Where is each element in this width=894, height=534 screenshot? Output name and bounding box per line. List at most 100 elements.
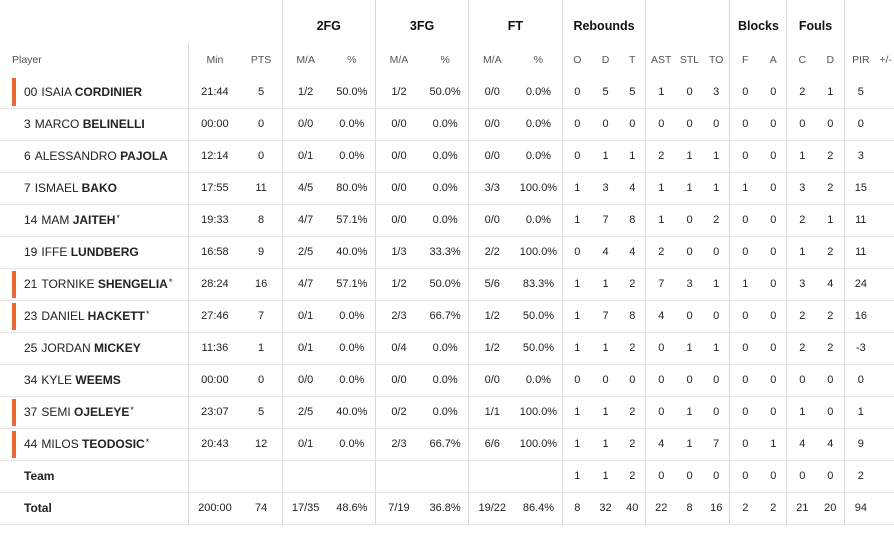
stat-steals: 1: [676, 396, 703, 429]
col-header-3fg-pct[interactable]: %: [440, 54, 450, 66]
stat-ft-pct: 0.0%: [515, 108, 563, 141]
col-header-2fg-ma[interactable]: M/A: [281, 44, 329, 76]
stat-blocks-against: 0: [760, 76, 787, 109]
stat-turnovers: 0: [703, 236, 730, 269]
player-row: 25 JORDAN MICKEY 11:36 1 0/1 0.0% 0/4 0.0% 1/2 50…: [0, 332, 894, 365]
col-header-blk-f[interactable]: F: [729, 44, 761, 76]
stat-2fg-pct: 0.0%: [328, 108, 376, 141]
stat-ft-pct: 0.0%: [515, 140, 563, 173]
col-header-foul-d[interactable]: D: [826, 54, 835, 66]
player-first-name: KYLE: [41, 373, 73, 387]
col-header-ft-ma[interactable]: M/A: [468, 44, 516, 76]
stat-2fg-pct: 80.0%: [328, 172, 376, 205]
col-header-plus-minus[interactable]: +/-: [879, 54, 892, 66]
player-first-name: MARCO: [34, 117, 80, 131]
player-cell[interactable]: 34 KYLE WEEMS: [0, 364, 189, 397]
stat-assists: 4: [645, 300, 677, 333]
stat-3fg-pct: 50.0%: [422, 268, 469, 301]
col-header-pir[interactable]: PIR: [843, 44, 878, 76]
stat-3fg-made-attempted: 2/3: [374, 300, 423, 333]
stat-points: 5: [240, 76, 283, 109]
stat-2fg-made-attempted: [281, 460, 329, 493]
col-header-stl[interactable]: STL: [679, 54, 700, 66]
stat-minutes: 17:55: [188, 172, 241, 205]
stat-fouls-drawn: 0: [817, 396, 844, 429]
col-header-player[interactable]: Player: [12, 54, 42, 66]
stat-reb-defensive: 1: [592, 428, 620, 461]
stat-3fg-made-attempted: 0/2: [374, 396, 423, 429]
player-row: 21 TORNIKE SHENGELIA* 28:24 16 4/7 57.1% 1/2 50…: [0, 268, 894, 301]
stat-2fg-made-attempted: 0/1: [281, 140, 329, 173]
col-header-reb-d[interactable]: D: [601, 54, 610, 66]
stat-reb-offensive: 1: [561, 300, 593, 333]
player-cell[interactable]: 3 MARCO BELINELLI: [0, 108, 189, 141]
player-cell[interactable]: 7 ISMAEL BAKO: [0, 172, 189, 205]
stat-plus-minus: [877, 332, 894, 365]
stat-minutes: 20:43: [188, 428, 241, 461]
col-header-reb-o[interactable]: O: [561, 44, 593, 76]
stat-steals: 0: [676, 204, 703, 237]
col-header-min[interactable]: Min: [188, 44, 241, 76]
stat-plus-minus: [877, 204, 894, 237]
stat-3fg-pct: 36.8%: [422, 492, 469, 525]
stat-fouls-drawn: 0: [817, 108, 844, 141]
col-header-pts[interactable]: PTS: [250, 54, 272, 66]
player-first-name: SEMI: [41, 405, 71, 419]
stat-reb-total: 8: [619, 300, 646, 333]
stat-3fg-made-attempted: 0/0: [374, 108, 423, 141]
stat-3fg-made-attempted: 0/0: [374, 364, 423, 397]
stat-3fg-pct: 0.0%: [422, 396, 469, 429]
stat-fouls-committed: 4: [786, 428, 818, 461]
stat-reb-offensive: 1: [561, 460, 593, 493]
player-last-name: HACKETT: [87, 309, 145, 323]
stat-minutes: 19:33: [188, 204, 241, 237]
col-header-ft-pct[interactable]: %: [533, 54, 544, 66]
stat-fouls-committed: 0: [786, 460, 818, 493]
player-last-name: JAITEH: [72, 213, 116, 227]
player-cell[interactable]: 21 TORNIKE SHENGELIA*: [0, 268, 189, 301]
player-cell[interactable]: 25 JORDAN MICKEY: [0, 332, 189, 365]
stat-2fg-made-attempted: 0/1: [281, 332, 329, 365]
player-cell[interactable]: 19 IFFE LUNDBERG: [0, 236, 189, 269]
stat-points: 5: [240, 396, 283, 429]
stat-blocks-favor: 0: [729, 108, 761, 141]
player-first-name: ISAIA: [41, 84, 72, 99]
player-row: 14 MAM JAITEH* 19:33 8 4/7 57.1% 0/0 0.0% 0/0 0.0…: [0, 204, 894, 237]
player-star-mark: *: [130, 405, 134, 415]
col-header-blk-a[interactable]: A: [769, 54, 777, 66]
stat-blocks-against: 0: [760, 108, 787, 141]
stat-blocks-favor: 0: [729, 236, 761, 269]
group-header-fouls: Fouls: [786, 0, 844, 44]
stat-steals: 1: [676, 428, 703, 461]
player-cell[interactable]: 44 MILOS TEODOSIC*: [0, 428, 189, 461]
stat-reb-offensive: 1: [561, 428, 593, 461]
col-header-3fg-ma[interactable]: M/A: [374, 44, 423, 76]
player-cell[interactable]: 23 DANIEL HACKETT*: [0, 300, 189, 333]
player-first-name: MAM: [41, 213, 70, 227]
stat-plus-minus: [877, 76, 894, 109]
stat-plus-minus: [877, 492, 894, 525]
stat-steals: 1: [676, 332, 703, 365]
stat-reb-offensive: 1: [561, 396, 593, 429]
stat-3fg-pct: 0.0%: [422, 364, 469, 397]
player-cell[interactable]: 37 SEMI OJELEYE*: [0, 396, 189, 429]
col-header-to[interactable]: TO: [709, 54, 724, 66]
stat-turnovers: 0: [703, 460, 730, 493]
col-header-reb-t[interactable]: T: [629, 54, 636, 66]
stat-ft-pct: [515, 460, 563, 493]
player-last-name: SHENGELIA: [97, 277, 168, 291]
stat-minutes: 23:07: [188, 396, 241, 429]
col-header-ast[interactable]: AST: [645, 44, 677, 76]
player-last-name: PAJOLA: [120, 149, 168, 163]
col-header-2fg-pct[interactable]: %: [347, 54, 357, 66]
col-header-foul-c[interactable]: C: [786, 44, 818, 76]
player-cell[interactable]: 00 ISAIA CORDINIER: [0, 76, 189, 109]
player-cell[interactable]: 14 MAM JAITEH*: [0, 204, 189, 237]
player-cell[interactable]: 6 ALESSANDRO PAJOLA: [0, 140, 189, 173]
stat-reb-total: 0: [619, 108, 646, 141]
stat-3fg-made-attempted: 0/0: [374, 172, 423, 205]
stat-points: 0: [240, 108, 283, 141]
stat-ft-pct: 0.0%: [515, 364, 563, 397]
stat-ft-pct: 100.0%: [515, 172, 563, 205]
